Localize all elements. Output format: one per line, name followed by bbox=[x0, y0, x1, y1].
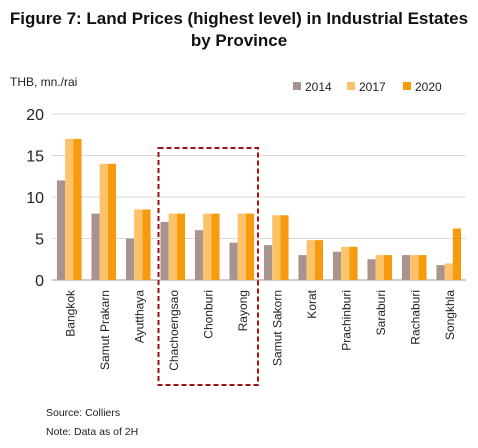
bar-chachoengsao-2014 bbox=[160, 221, 169, 280]
bar-samut-sakorn-2020 bbox=[280, 215, 289, 280]
legend-label-2014: 2014 bbox=[305, 80, 332, 94]
bar-ayutthaya-2020 bbox=[142, 209, 151, 280]
bar-korat-2020 bbox=[314, 240, 324, 280]
bar-rayong-2020 bbox=[245, 213, 255, 280]
bar-chonburi-2020 bbox=[211, 213, 220, 280]
bar-rachaburi-2017 bbox=[410, 255, 419, 280]
bar-chachoengsao-2020 bbox=[176, 213, 186, 280]
bar-korat-2014 bbox=[298, 255, 307, 280]
bar-prachinburi-2020 bbox=[349, 246, 358, 280]
legend-swatch-2014 bbox=[293, 82, 301, 90]
bar-songkhla-2014 bbox=[436, 265, 445, 280]
bar-korat-2017 bbox=[306, 240, 315, 280]
bar-chachoengsao-2017 bbox=[168, 213, 177, 280]
y-tick-label-10: 10 bbox=[26, 190, 44, 207]
bar-ayutthaya-2014 bbox=[125, 238, 135, 280]
bar-saraburi-2014 bbox=[367, 259, 376, 280]
source-note: Source: Colliers bbox=[46, 407, 121, 419]
bar-ayutthaya-2017 bbox=[134, 209, 143, 280]
bar-samut-prakarn-2020 bbox=[107, 163, 117, 280]
highlight-box bbox=[157, 147, 259, 386]
legend-label-2017: 2017 bbox=[359, 80, 386, 94]
y-axis-label: THB, mn./rai bbox=[10, 75, 77, 89]
legend-swatch-2020 bbox=[403, 82, 411, 90]
bar-samut-prakarn-2014 bbox=[91, 213, 100, 280]
bar-rayong-2017 bbox=[237, 213, 246, 280]
x-tick-label-korat: Korat bbox=[305, 289, 319, 318]
x-tick-label-samut-prakarn: Samut Prakarn bbox=[98, 290, 112, 370]
x-tick-label-rachaburi: Rachaburi bbox=[408, 290, 422, 345]
legend-label-2020: 2020 bbox=[415, 80, 442, 94]
bar-rayong-2014 bbox=[229, 242, 238, 280]
bar-samut-sakorn-2017 bbox=[272, 215, 281, 280]
legend-swatch-2017 bbox=[347, 82, 355, 90]
chart-title-line-1: Figure 7: Land Prices (highest level) in… bbox=[9, 9, 469, 28]
chart-title-line-2: by Province bbox=[190, 31, 288, 50]
x-tick-label-chachoengsao: Chachoengsao bbox=[167, 290, 181, 371]
y-tick-label-15: 15 bbox=[26, 149, 44, 166]
bar-bangkok-2014 bbox=[56, 180, 66, 280]
bar-samut-sakorn-2014 bbox=[263, 245, 273, 280]
x-tick-label-ayutthaya: Ayutthaya bbox=[132, 290, 146, 343]
bar-chart: 0 5 10 15 20 THB, mn./rai 2014 2017 2020 Bangkok S… bbox=[10, 75, 466, 386]
bar-prachinburi-2014 bbox=[332, 251, 342, 280]
bar-chonburi-2014 bbox=[194, 230, 204, 280]
x-tick-label-prachinburi: Prachinburi bbox=[339, 290, 353, 351]
x-tick-label-saraburi: Saraburi bbox=[374, 290, 388, 335]
y-tick-label-5: 5 bbox=[35, 232, 44, 249]
bar-chonburi-2017 bbox=[203, 213, 212, 280]
x-tick-label-rayong: Rayong bbox=[236, 290, 250, 331]
bar-rachaburi-2014 bbox=[401, 255, 411, 280]
bar-songkhla-2020 bbox=[452, 228, 462, 280]
bar-bangkok-2020 bbox=[73, 138, 82, 280]
x-tick-label-samut-sakorn: Samut Sakorn bbox=[270, 290, 284, 366]
data-note: Note: Data as of 2H bbox=[46, 426, 139, 438]
bar-prachinburi-2017 bbox=[341, 246, 350, 280]
bar-saraburi-2020 bbox=[383, 255, 393, 280]
y-tick-label-20: 20 bbox=[26, 107, 44, 124]
bar-songkhla-2017 bbox=[444, 263, 453, 280]
y-tick-label-0: 0 bbox=[35, 273, 44, 290]
x-tick-label-bangkok: Bangkok bbox=[63, 289, 77, 337]
bar-bangkok-2017 bbox=[65, 138, 74, 280]
bar-saraburi-2017 bbox=[375, 255, 384, 280]
x-tick-label-chonburi: Chonburi bbox=[201, 290, 215, 339]
x-tick-label-songkhla: Songkhla bbox=[443, 290, 457, 340]
chart-title: Figure 7: Land Prices (highest level) in… bbox=[0, 8, 478, 52]
bar-rachaburi-2020 bbox=[418, 255, 427, 280]
bar-samut-prakarn-2017 bbox=[99, 163, 108, 280]
